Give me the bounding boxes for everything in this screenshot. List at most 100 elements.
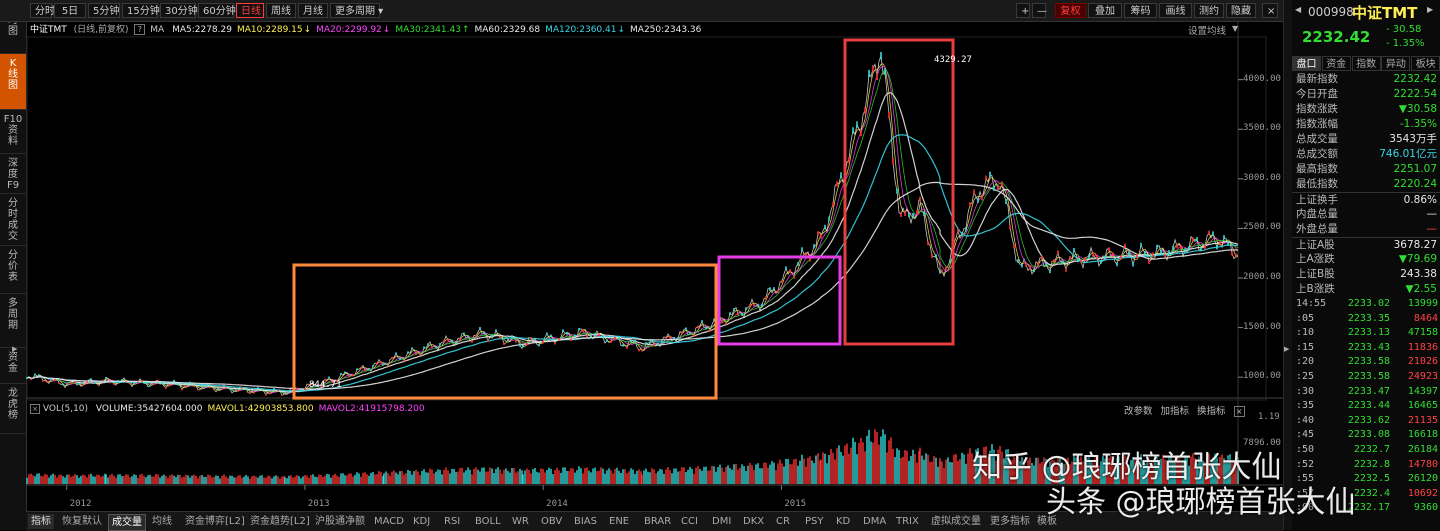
candles: [26, 51, 1237, 396]
period-button-8[interactable]: 月线: [298, 3, 328, 18]
toolbar-button-4[interactable]: 测约: [1194, 3, 1224, 18]
toolbar-button-2[interactable]: 筹码: [1124, 3, 1157, 18]
indicator-tab-6[interactable]: 沪股通净额: [315, 516, 365, 527]
period-button-6[interactable]: 日线: [236, 3, 264, 18]
panel-tab-3[interactable]: 异动: [1381, 56, 1411, 71]
volume-bar: [997, 449, 999, 484]
candle: [435, 346, 437, 349]
indicator-tab-5[interactable]: 资金趋势[L2]: [250, 516, 310, 527]
indicator-tab-18[interactable]: DKX: [743, 516, 765, 527]
tick-price: 2233.13: [1347, 327, 1390, 339]
left-tab-8[interactable]: 龙虎榜: [0, 384, 26, 434]
chart-frame: [26, 36, 1267, 401]
vol-action-0[interactable]: 改参数: [1124, 406, 1153, 417]
indicator-tab-24[interactable]: 虚拟成交量: [931, 516, 981, 527]
close-icon[interactable]: ×: [1262, 3, 1278, 18]
indicator-tab-0[interactable]: 指标: [28, 514, 54, 529]
indicator-tab-1[interactable]: 恢复默认: [62, 516, 102, 527]
panel-tab-0[interactable]: 盘口: [1292, 56, 1321, 71]
indicator-tab-16[interactable]: CCI: [681, 516, 698, 527]
indicator-tab-2[interactable]: 成交量: [108, 514, 146, 531]
indicator-tab-25[interactable]: 更多指标: [990, 516, 1030, 527]
chevron-right-icon[interactable]: ▶: [1427, 5, 1434, 14]
left-tab-4[interactable]: 分时成交: [0, 194, 26, 246]
indicator-tab-15[interactable]: BRAR: [644, 516, 672, 527]
panel-splitter[interactable]: ▶: [1283, 0, 1292, 530]
indicator-tab-14[interactable]: ENE: [609, 516, 630, 527]
indicator-tab-13[interactable]: BIAS: [574, 516, 597, 527]
candle: [273, 387, 275, 390]
volume-bar: [628, 471, 630, 484]
help-icon[interactable]: ?: [134, 24, 146, 35]
ma-settings-button[interactable]: 设置均线: [1188, 26, 1227, 37]
period-button-0[interactable]: 分时: [30, 3, 55, 18]
volume-bar: [177, 474, 179, 484]
indicator-tab-3[interactable]: 均线: [152, 516, 172, 527]
indicator-tab-8[interactable]: KDJ: [413, 516, 431, 527]
volume-bar: [52, 473, 54, 484]
panel-tab-4[interactable]: 板块: [1411, 56, 1440, 71]
period-button-5[interactable]: 60分钟: [198, 3, 236, 18]
volume-bar: [542, 468, 544, 484]
candle: [681, 331, 683, 335]
chevron-left-icon[interactable]: ▶: [12, 345, 18, 353]
chevron-left-icon[interactable]: ◀: [1295, 5, 1302, 14]
period-button-3[interactable]: 15分钟: [122, 3, 160, 18]
candle: [38, 374, 40, 377]
volume-bar: [421, 470, 423, 484]
period-button-2[interactable]: 5分钟: [88, 3, 120, 18]
left-tab-2[interactable]: F10 资料: [0, 110, 26, 154]
indicator-tab-10[interactable]: BOLL: [475, 516, 501, 527]
indicator-tab-19[interactable]: CR: [776, 516, 790, 527]
toolbar-button-3[interactable]: 画线: [1159, 3, 1192, 18]
candle: [1144, 251, 1146, 256]
indicator-tab-20[interactable]: PSY: [805, 516, 824, 527]
period-button-1[interactable]: 5日: [54, 3, 86, 18]
indicator-tab-11[interactable]: WR: [512, 516, 529, 527]
left-tab-6[interactable]: 多周期: [0, 294, 26, 348]
close-icon[interactable]: ×: [30, 404, 40, 414]
toolbar-button-1[interactable]: 叠加: [1088, 3, 1122, 18]
left-tab-3[interactable]: 深度 F9: [0, 154, 26, 194]
volume-bar: [1130, 460, 1132, 484]
vol-action-1[interactable]: 加指标: [1160, 406, 1190, 417]
candle: [467, 335, 469, 338]
volume-bar: [336, 475, 338, 484]
kline-chart[interactable]: [26, 21, 1291, 511]
zoom-out-button[interactable]: —: [1032, 3, 1047, 18]
indicator-tab-17[interactable]: DMI: [712, 516, 732, 527]
left-tab-7[interactable]: 资金: [0, 348, 26, 384]
indicator-tab-9[interactable]: RSI: [444, 516, 461, 527]
period-button-4[interactable]: 30分钟: [160, 3, 198, 18]
period-button-7[interactable]: 周线: [266, 3, 296, 18]
series-line-MA120: [26, 134, 1239, 392]
left-tab-5[interactable]: 分价表: [0, 246, 26, 294]
volume-bar: [368, 475, 370, 484]
tick-row: :55 2232.5 26120: [1292, 472, 1440, 487]
candle: [30, 378, 32, 381]
candle: [153, 383, 155, 385]
volume-bar: [755, 464, 757, 484]
indicator-tab-22[interactable]: DMA: [863, 516, 887, 527]
tick-time: :30: [1296, 385, 1315, 397]
panel-tab-1[interactable]: 资金: [1321, 56, 1351, 71]
tick-volume: 13999: [1407, 298, 1438, 309]
indicator-tab-23[interactable]: TRIX: [896, 516, 919, 527]
indicator-tab-26[interactable]: 模板: [1037, 516, 1057, 527]
indicator-tab-12[interactable]: OBV: [541, 516, 563, 527]
close-icon[interactable]: ×: [1233, 406, 1245, 417]
indicator-tab-7[interactable]: MACD: [374, 516, 404, 527]
volume-bar: [826, 463, 828, 484]
panel-tab-2[interactable]: 指数: [1351, 56, 1381, 71]
indicator-tab-21[interactable]: KD: [836, 516, 851, 527]
zoom-in-button[interactable]: +: [1016, 3, 1030, 18]
indicator-tab-4[interactable]: 资金博弈[L2]: [185, 516, 245, 527]
chevron-right-icon[interactable]: ▶: [1284, 345, 1290, 353]
toolbar-button-5[interactable]: 隐藏: [1226, 3, 1256, 18]
toolbar-button-0[interactable]: 复权: [1055, 3, 1086, 18]
chevron-down-icon[interactable]: ▼: [1232, 24, 1239, 33]
vol-action-2[interactable]: 换指标: [1197, 406, 1226, 417]
period-button-9[interactable]: 更多周期 ▾: [330, 3, 383, 18]
volume-bar: [771, 461, 773, 484]
